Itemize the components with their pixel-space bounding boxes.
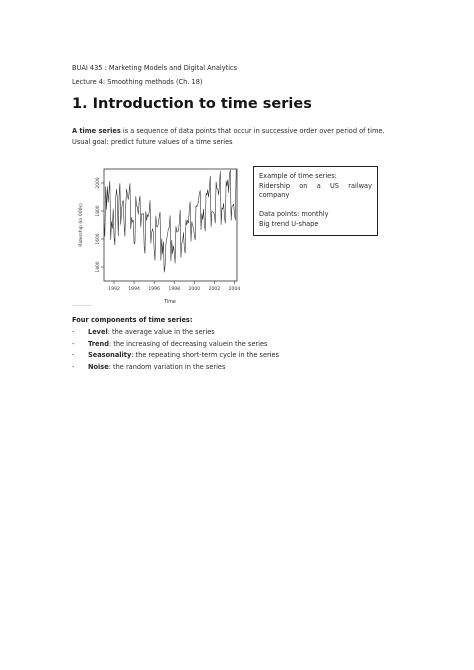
- bullet-dash: -: [72, 339, 75, 348]
- component-desc: : the average value in the series: [107, 328, 215, 336]
- x-tick-label: 1998: [168, 286, 180, 292]
- x-tick-label: 1996: [148, 286, 160, 292]
- list-item: - Noise: the random variation in the seri…: [72, 362, 279, 374]
- list-item: - Level: the average value in the series: [72, 327, 279, 339]
- components-heading: Four components of time series:: [72, 316, 193, 324]
- component-term: Level: [88, 328, 108, 336]
- x-tick-label: 1994: [128, 286, 140, 292]
- chart-caption-rule: [72, 305, 92, 306]
- lecture-title: Lecture 4: Smoothing methods (Ch. 18): [72, 78, 203, 86]
- x-axis-label: Time: [163, 299, 176, 305]
- y-tick-label: 1400: [95, 261, 101, 272]
- y-tick-label: 2000: [95, 177, 101, 188]
- callout-line-2: Ridership on a US railway: [259, 181, 372, 190]
- y-axis-label: Ridership (in 000s): [78, 203, 84, 247]
- intro-paragraph: A time series is a sequence of data poin…: [72, 126, 422, 148]
- bullet-dash: -: [72, 362, 75, 371]
- x-tick-label: 2002: [209, 286, 221, 292]
- component-desc: : the random variation in the series: [108, 362, 226, 371]
- callout-line-1: Example of time series:: [259, 172, 337, 180]
- x-tick-label: 2004: [229, 286, 241, 292]
- list-item: - Seasonality: the repeating short-term c…: [72, 350, 279, 362]
- example-callout-box: Example of time series: Ridership on a U…: [253, 166, 378, 236]
- intro-term: A time series: [72, 127, 121, 135]
- intro-definition: is a sequence of data points that occur …: [120, 127, 385, 135]
- components-list: - Level: the average value in the series …: [72, 327, 279, 373]
- series-line: [103, 169, 237, 273]
- component-term: Seasonality: [88, 351, 132, 359]
- y-tick-label: 1800: [95, 205, 101, 216]
- component-term: Noise: [88, 362, 109, 371]
- callout-spacer: [259, 201, 372, 211]
- x-tick-label: 2000: [188, 286, 200, 292]
- callout-line-3: company: [259, 191, 290, 200]
- section-heading: 1. Introduction to time series: [72, 96, 312, 112]
- y-tick-label: 1600: [95, 233, 101, 244]
- bullet-dash: -: [72, 328, 75, 336]
- component-term: Trend: [88, 339, 109, 348]
- bullet-dash: -: [72, 351, 75, 359]
- callout-line-4: Data points: monthly: [259, 210, 329, 219]
- course-title: BUAI 435 : Marketing Models and Digital …: [72, 64, 238, 72]
- component-desc: : the increasing of decreasing valuein t…: [108, 339, 268, 348]
- intro-goal: Usual goal: predict future values of a t…: [72, 138, 233, 146]
- list-item: - Trend: the increasing of decreasing val…: [72, 339, 279, 351]
- ridership-time-series-chart: 1992 1994 1996 1998 2000 2002 2004 1400 1600 1800…: [78, 168, 241, 305]
- callout-line-5: Big trend U-shape: [259, 219, 319, 228]
- component-desc: : the repeating short-term cycle in the …: [131, 351, 280, 359]
- x-tick-label: 1992: [108, 286, 120, 292]
